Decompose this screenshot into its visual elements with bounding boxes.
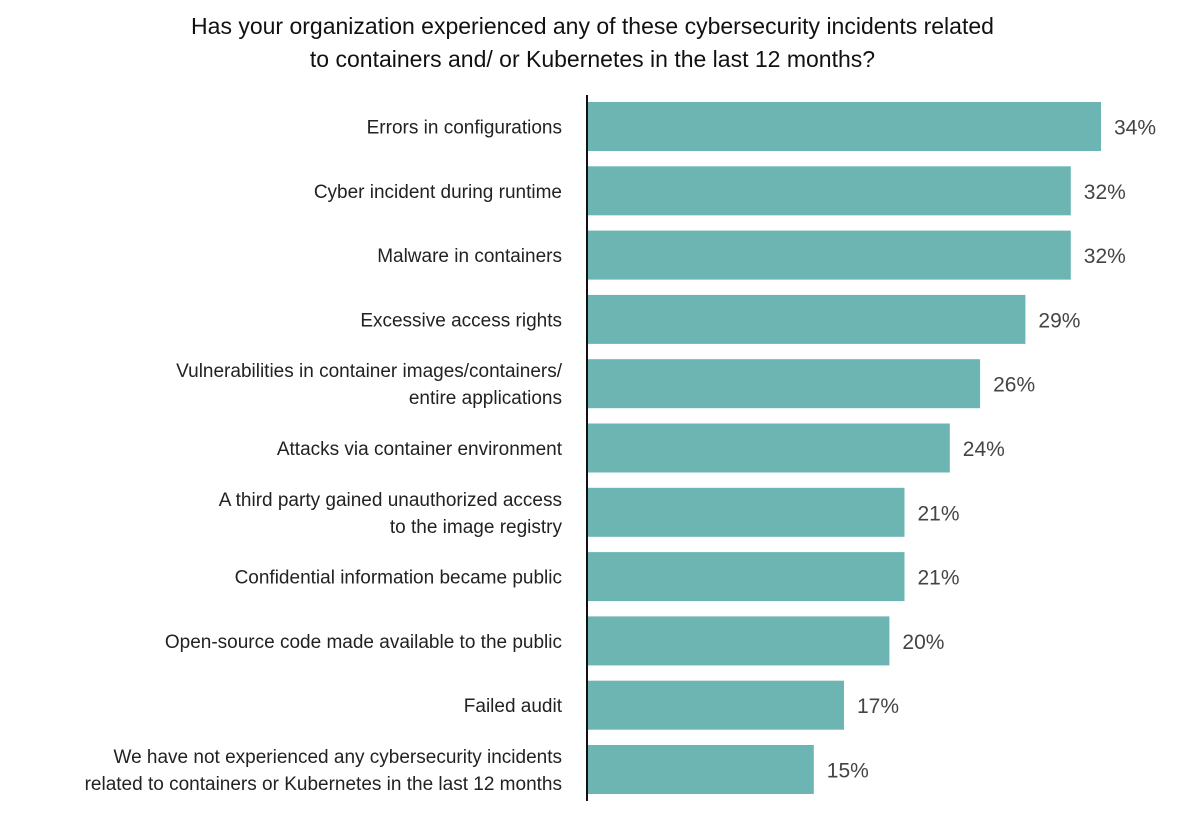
bar-5: [587, 423, 950, 473]
category-label-8: Open-source code made available to the p…: [165, 632, 562, 653]
value-label-7: 21%: [918, 567, 960, 590]
chart-title: Has your organization experienced any of…: [0, 10, 1185, 76]
category-label-3: Excessive access rights: [360, 310, 562, 331]
bar-2: [587, 230, 1071, 280]
value-label-0: 34%: [1114, 117, 1156, 140]
category-label-1: Cyber incident during runtime: [314, 182, 562, 203]
category-label-4-line-1: entire applications: [409, 388, 562, 409]
category-label-10-line-0: We have not experienced any cybersecurit…: [113, 747, 562, 768]
value-label-5: 24%: [963, 438, 1005, 461]
bar-0: [587, 102, 1101, 151]
value-label-8: 20%: [902, 631, 944, 654]
value-label-10: 15%: [827, 760, 869, 783]
category-label-6-line-0: A third party gained unauthorized access: [219, 490, 562, 511]
bar-4: [587, 359, 981, 409]
value-label-9: 17%: [857, 695, 899, 718]
category-label-7: Confidential information became public: [235, 568, 562, 589]
category-label-6-line-1: to the image registry: [390, 517, 563, 538]
value-label-4: 26%: [993, 374, 1035, 397]
category-label-5: Attacks via container environment: [277, 439, 563, 460]
bar-1: [587, 166, 1071, 216]
category-label-10-line-1: related to containers or Kubernetes in t…: [85, 774, 562, 795]
bar-7: [587, 552, 905, 602]
category-label-4-line-0: Vulnerabilities in container images/cont…: [176, 361, 563, 382]
value-label-6: 21%: [918, 502, 960, 525]
category-label-0: Errors in configurations: [367, 118, 562, 139]
value-label-1: 32%: [1084, 181, 1126, 204]
bar-10: [587, 745, 814, 794]
bar-8: [587, 616, 890, 666]
bar-3: [587, 294, 1026, 344]
chart-title-line-1: Has your organization experienced any of…: [191, 13, 994, 39]
value-label-2: 32%: [1084, 245, 1126, 268]
bar-6: [587, 487, 905, 537]
bar-9: [587, 680, 844, 730]
chart-title-line-2: to containers and/ or Kubernetes in the …: [309, 46, 876, 72]
category-label-2: Malware in containers: [377, 246, 562, 267]
category-label-9: Failed audit: [464, 696, 563, 717]
value-label-3: 29%: [1038, 309, 1080, 332]
